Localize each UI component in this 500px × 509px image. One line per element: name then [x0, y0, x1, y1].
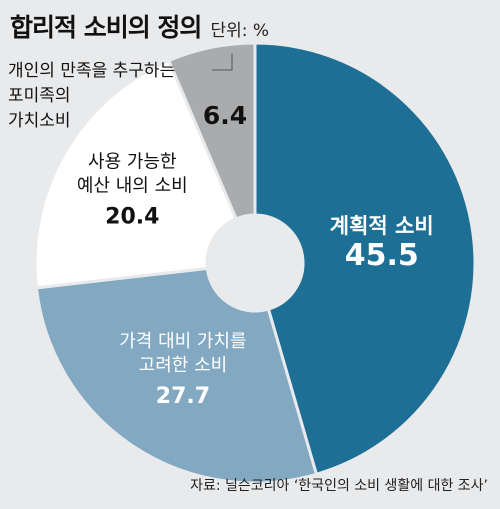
slice-3-label-line: 사용 가능한	[88, 151, 177, 172]
slice-4-label-line: 포미족의	[8, 86, 71, 106]
callout-leader-line	[212, 53, 233, 71]
slice-2-label-line: 고려한 소비	[139, 355, 228, 376]
slice-4-label-line: 가치소비	[8, 111, 71, 131]
chart-header: 합리적 소비의 정의 단위: %	[10, 8, 269, 44]
slice-4	[166, 41, 257, 221]
source-note: 자료: 닐슨코리아 ‘한국인의 소비 생활에 대한 조사’	[190, 478, 488, 494]
unit-label: 단위: %	[210, 21, 270, 41]
slice-1-value: 45.5	[345, 238, 419, 273]
slice-4-label-line: 개인의 만족을 추구하는	[8, 61, 175, 81]
slice-1	[253, 41, 477, 477]
slice-3	[33, 58, 239, 290]
slice-2-value: 27.7	[156, 384, 210, 409]
slice-2	[34, 266, 319, 485]
slice-4-value: 6.4	[203, 101, 247, 130]
slice-3-value: 20.4	[105, 204, 159, 229]
slice-2-label-line: 가격 대비 가치를	[119, 331, 246, 352]
slice-3-label-line: 예산 내의 소비	[77, 175, 188, 196]
slice-1-label-line: 계획적 소비	[330, 214, 434, 238]
chart-title: 합리적 소비의 정의	[10, 13, 202, 42]
